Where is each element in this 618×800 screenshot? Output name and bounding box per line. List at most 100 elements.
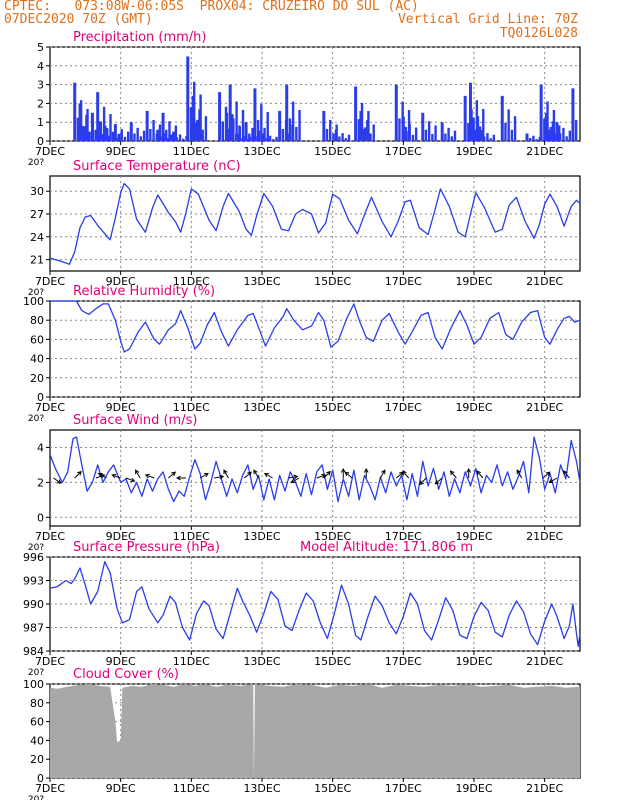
precip-bar	[565, 136, 568, 141]
precip-bar	[532, 135, 535, 141]
precip-bar	[440, 122, 444, 141]
y-tick-label: 0	[37, 511, 44, 524]
precip-bar	[262, 133, 266, 141]
y-tick-label: 3	[37, 79, 44, 92]
wind-arrow-head	[402, 470, 407, 476]
x-tick-label: 17DEC	[385, 655, 422, 668]
x-tick-label: 15DEC	[314, 530, 351, 543]
x-tick-label: 13DEC	[243, 401, 280, 414]
precip-bar	[450, 136, 453, 141]
x-tick-label: 7DEC	[35, 655, 65, 668]
precip-bar	[475, 100, 479, 141]
x-tick-label: 21DEC	[526, 655, 563, 668]
precip-bar	[94, 129, 97, 141]
x-tick-label: 7DEC	[35, 782, 65, 795]
precip-bar	[102, 106, 106, 141]
precip-bar	[366, 119, 369, 141]
precip-bar	[76, 117, 80, 141]
wind-arrow-head	[516, 469, 521, 475]
precip-bar	[421, 112, 425, 141]
precip-bar	[111, 131, 115, 141]
y-tick-label: 5	[37, 41, 44, 54]
y-tick-label: 1	[37, 116, 44, 129]
precip-bar	[244, 122, 248, 141]
wind-arrow	[395, 471, 404, 479]
wind-arrow-head	[545, 471, 551, 477]
panel-frame	[49, 175, 581, 272]
precip-bar	[145, 110, 149, 141]
precip-bar	[113, 124, 117, 141]
precip-bar	[479, 129, 483, 141]
precip-bar	[159, 136, 163, 141]
precip-bar	[398, 118, 401, 141]
precip-bar	[149, 128, 152, 141]
wind-arrow	[168, 471, 176, 479]
model-altitude-label: Model Altitude: 171.806 m	[300, 540, 473, 555]
wind-arrow-head	[562, 470, 568, 476]
precip-bar	[500, 95, 504, 141]
precip-bar	[99, 121, 103, 141]
x-tick-label: 9DEC	[106, 275, 136, 288]
x-tick-label: 7DEC	[35, 401, 65, 414]
header-run-time: 07DEC2020 70Z (GMT)	[4, 12, 153, 27]
precip-bar	[463, 95, 467, 141]
precip-bar	[232, 118, 235, 141]
precip-bar	[444, 133, 447, 141]
precip-bar	[256, 119, 260, 141]
precip-bar	[513, 116, 517, 141]
precip-bar	[453, 130, 457, 141]
x-tick-label: 11DEC	[173, 530, 210, 543]
precip-bar	[543, 118, 546, 141]
year-corner-label: 20?	[28, 414, 44, 424]
precip-bar	[158, 124, 162, 141]
wind-arrow	[199, 473, 209, 479]
precip-bar	[486, 133, 489, 141]
wind-arrow-head	[449, 470, 455, 476]
wind-arrow	[214, 475, 224, 479]
precip-bar	[275, 136, 278, 141]
wind-arrow-head	[466, 467, 472, 473]
wind-arrow	[344, 471, 353, 479]
precip-bar	[235, 101, 238, 141]
y-tick-label: 100	[23, 678, 44, 691]
x-tick-label: 7DEC	[35, 275, 65, 288]
x-tick-label: 19DEC	[455, 275, 492, 288]
precip-bar	[90, 112, 94, 141]
precip-bar	[562, 127, 565, 141]
year-corner-label: 20?	[28, 795, 44, 800]
precip-bar	[394, 84, 398, 141]
wind-arrow-head	[130, 477, 136, 483]
precip-bar	[291, 101, 295, 141]
wind-arrow	[112, 474, 121, 479]
x-tick-label: 15DEC	[314, 275, 351, 288]
precip-bar	[221, 121, 224, 141]
series-line	[49, 182, 581, 265]
x-tick-label: 9DEC	[106, 782, 136, 795]
precip-bar	[359, 110, 363, 141]
wind-arrow-head	[290, 478, 296, 484]
precip-bar	[178, 134, 182, 141]
x-tick-label: 21DEC	[526, 401, 563, 414]
x-tick-label: 9DEC	[106, 401, 136, 414]
panel-frame	[49, 46, 581, 142]
y-tick-label: 60	[30, 333, 44, 346]
precip-bar	[295, 126, 298, 141]
year-corner-label: 20?	[28, 288, 44, 298]
panel-title: Surface Temperature (nC)	[73, 159, 241, 174]
x-tick-label: 15DEC	[314, 145, 351, 158]
year-corner-label: 20?	[28, 543, 44, 553]
precip-bar	[544, 112, 548, 141]
precip-bar	[186, 56, 190, 141]
y-tick-label: 20	[30, 372, 44, 385]
wind-arrow	[516, 469, 523, 479]
precip-bar	[195, 122, 198, 141]
precip-bar	[251, 127, 254, 141]
wind-arrow-head	[293, 474, 299, 480]
precip-bar	[447, 127, 450, 141]
wind-arrow-head	[326, 470, 331, 476]
precip-bar	[126, 131, 130, 141]
series-line	[49, 561, 581, 647]
precip-bar	[535, 139, 538, 141]
wind-arrow-head	[135, 469, 140, 475]
wind-arrow-head	[344, 471, 350, 477]
